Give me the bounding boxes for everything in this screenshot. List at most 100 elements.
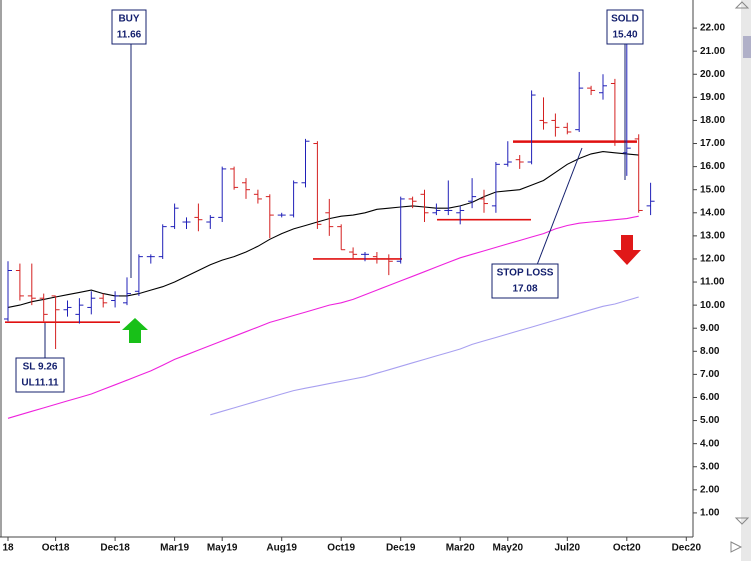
ohlc-bar (349, 247, 358, 259)
y-tick-label: 22.00 (700, 23, 725, 34)
ohlc-bar (575, 71, 584, 132)
ohlc-bar (206, 215, 215, 229)
y-tick-label: 12.00 (700, 254, 725, 265)
ohlc-bar (111, 291, 120, 308)
buy-arrow (122, 318, 148, 343)
y-tick-label: 2.00 (700, 484, 720, 495)
y-tick-label: 18.00 (700, 115, 725, 126)
x-tick-label: May20 (493, 543, 524, 554)
moving-average (7, 151, 639, 308)
y-tick-label: 20.00 (700, 69, 725, 80)
annotation-box (606, 9, 644, 45)
scrollbar (741, 0, 751, 561)
y-tick-label: 13.00 (700, 231, 725, 242)
y-tick-label: 8.00 (700, 346, 720, 357)
scroll-up[interactable] (734, 1, 750, 9)
ohlc-bar (63, 300, 72, 317)
ohlc-bar (75, 298, 84, 324)
ohlc-bar (337, 224, 346, 251)
ohlc-bar (563, 122, 572, 135)
ohlc-bar (99, 293, 108, 308)
ohlc-bar (646, 182, 655, 216)
annotation-text: STOP LOSS (497, 268, 554, 279)
ohlc-bar (158, 224, 167, 259)
x-tick-label: Dec19 (386, 543, 416, 554)
x-tick-label: Oct20 (613, 543, 641, 554)
y-tick-label: 6.00 (700, 392, 720, 403)
y-tick-label: 10.00 (700, 300, 725, 311)
y-tick-label: 16.00 (700, 161, 725, 172)
ohlc-bar (170, 203, 179, 229)
ohlc-bar (432, 203, 441, 216)
annotation: SOLD 15.40 (606, 9, 644, 180)
y-tick-label: 21.00 (700, 46, 725, 57)
x-tick-label: 18 (2, 543, 14, 554)
y-tick-label: 19.00 (700, 92, 725, 103)
ohlc-bar (503, 141, 512, 167)
scroll-down[interactable] (734, 517, 750, 525)
y-tick-label: 5.00 (700, 415, 720, 426)
ohlc-bar (468, 178, 477, 209)
ohlc-bar (230, 166, 239, 190)
ohlc-bar (265, 194, 274, 239)
ohlc-bar (491, 161, 500, 213)
ohlc-bar (372, 252, 381, 264)
ohlc-bar (384, 254, 393, 276)
annotation-text: 15.40 (612, 30, 637, 41)
ohlc-bar (480, 189, 488, 213)
x-tick-label: Dec20 (672, 543, 702, 554)
ohlc-bar (15, 263, 24, 301)
x-tick-label: Mar20 (446, 543, 475, 554)
y-tick-label: 7.00 (700, 369, 720, 380)
annotation-text: 11.66 (117, 30, 142, 41)
ohlc-bar (610, 78, 619, 146)
y-tick-label: 15.00 (700, 184, 725, 195)
ohlc-bar (289, 180, 298, 218)
annotation-text: BUY (118, 14, 139, 25)
ohlc-bar (325, 198, 334, 236)
annotation-box (15, 357, 65, 393)
ohlc-bar (634, 134, 643, 213)
ohlc-bar (182, 217, 191, 229)
ohlc-bar (194, 203, 203, 232)
ohlc-bar (4, 261, 12, 322)
ohlc-bar (39, 293, 48, 322)
ohlc-bar (277, 212, 286, 218)
sell-arrow (613, 235, 641, 265)
ohlc-bar (146, 254, 155, 264)
ohlc-bar (218, 166, 227, 223)
scroll-right[interactable] (730, 541, 743, 553)
annotation-text: SL 9.26 (23, 362, 58, 373)
ohlc-bar (242, 178, 250, 199)
annotation-text: UL11.11 (21, 378, 59, 389)
ohlc-bar (527, 90, 536, 165)
ohlc-bar (253, 189, 262, 204)
x-tick-label: Mar19 (160, 543, 189, 554)
annotation-box (491, 263, 559, 299)
y-tick-label: 17.00 (700, 138, 725, 149)
x-tick-label: Oct19 (327, 543, 355, 554)
ohlc-bar (551, 113, 560, 137)
ohlc-bar (396, 196, 405, 264)
y-tick-label: 11.00 (700, 277, 725, 288)
x-tick-label: Aug19 (266, 543, 297, 554)
ohlc-bar (456, 205, 465, 225)
y-tick-label: 9.00 (700, 323, 720, 334)
annotation: SL 9.26 UL11.11 (15, 323, 65, 393)
ohlc-bar (515, 155, 524, 169)
x-tick-label: Jul20 (555, 543, 581, 554)
ohlc-bar (123, 277, 131, 306)
moving-average (210, 296, 639, 416)
ohlc-bar (134, 254, 143, 296)
ohlc-bar (444, 180, 453, 216)
y-tick-label: 3.00 (700, 461, 720, 472)
x-tick-label: Oct18 (42, 543, 70, 554)
x-tick-label: May19 (207, 543, 238, 554)
ohlc-bar (301, 138, 310, 188)
ohlc-bar (408, 196, 417, 209)
ohlc-bar (420, 189, 429, 223)
ohlc-bar (313, 141, 322, 229)
y-tick-label: 4.00 (700, 438, 720, 449)
